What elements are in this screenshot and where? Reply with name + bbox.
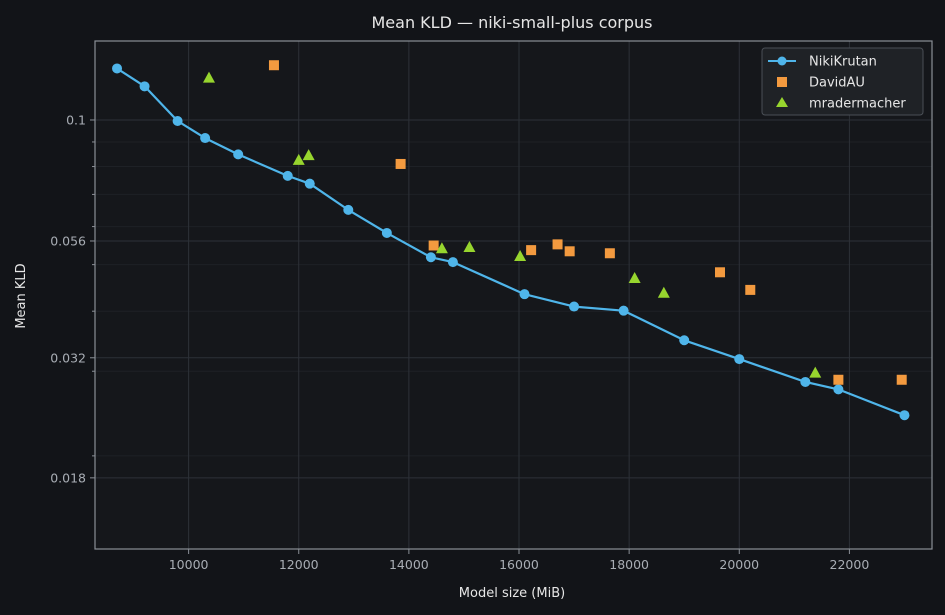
legend-marker-davidau [777, 77, 787, 87]
point-nikikrutan [139, 81, 150, 92]
grid [95, 41, 932, 549]
legend: NikiKrutan DavidAU mradermacher [761, 47, 924, 116]
y-axis-label: Mean KLD [14, 263, 29, 328]
point-nikikrutan [381, 227, 392, 238]
point-davidau [833, 374, 844, 385]
y-tick-label: 0.056 [50, 233, 86, 248]
point-davidau [564, 246, 575, 257]
point-davidau [268, 60, 279, 71]
point-nikikrutan [679, 335, 690, 346]
point-davidau [604, 248, 615, 259]
x-tick-label: 20000 [719, 557, 759, 572]
point-davidau [552, 239, 563, 250]
point-nikikrutan [200, 133, 211, 144]
legend-marker-mradermacher [776, 97, 788, 107]
x-tick-label: 22000 [830, 557, 870, 572]
point-davidau [395, 158, 406, 169]
point-davidau [714, 267, 725, 278]
legend-label-mradermacher: mradermacher [809, 97, 906, 112]
point-davidau [745, 284, 756, 295]
point-mradermacher [463, 241, 476, 253]
y-tick-label: 0.1 [66, 112, 86, 127]
x-tick-label: 16000 [499, 557, 539, 572]
point-nikikrutan [233, 149, 244, 160]
legend-label-nikikrutan: NikiKrutan [809, 55, 877, 70]
point-mradermacher [202, 71, 215, 83]
x-tick-label: 10000 [169, 557, 209, 572]
chart-title: Mean KLD — niki-small-plus corpus [372, 13, 653, 32]
point-mradermacher [292, 153, 305, 165]
series-layer [112, 60, 910, 421]
point-nikikrutan [569, 301, 580, 312]
point-nikikrutan [734, 354, 745, 365]
x-tick-label: 18000 [609, 557, 649, 572]
x-axis-label: Model size (MiB) [459, 586, 565, 601]
point-nikikrutan [112, 63, 123, 74]
point-nikikrutan [800, 376, 811, 387]
point-nikikrutan [343, 204, 354, 215]
point-mradermacher [657, 286, 670, 298]
point-nikikrutan [282, 170, 293, 181]
point-davidau [526, 245, 537, 256]
legend-box [761, 47, 924, 116]
point-nikikrutan [447, 257, 458, 268]
point-davidau [896, 374, 907, 385]
point-mradermacher [628, 271, 641, 283]
plot-frame [94, 40, 933, 550]
point-nikikrutan [833, 384, 844, 395]
y-tick-label: 0.032 [50, 350, 86, 365]
point-davidau [428, 240, 439, 251]
point-nikikrutan [425, 252, 436, 263]
point-nikikrutan [618, 305, 629, 316]
point-nikikrutan [172, 116, 183, 127]
y-tick-label: 0.018 [50, 470, 86, 485]
point-mradermacher [435, 242, 448, 254]
plot-area [95, 41, 932, 549]
point-mradermacher [514, 250, 527, 262]
point-nikikrutan [519, 289, 530, 300]
point-mradermacher [302, 149, 315, 161]
x-tick-label: 14000 [389, 557, 429, 572]
point-nikikrutan [899, 410, 910, 421]
legend-label-davidau: DavidAU [809, 76, 865, 91]
point-mradermacher [809, 366, 822, 378]
x-tick-label: 12000 [279, 557, 319, 572]
point-nikikrutan [304, 178, 315, 189]
legend-marker-nikikrutan [777, 56, 787, 66]
